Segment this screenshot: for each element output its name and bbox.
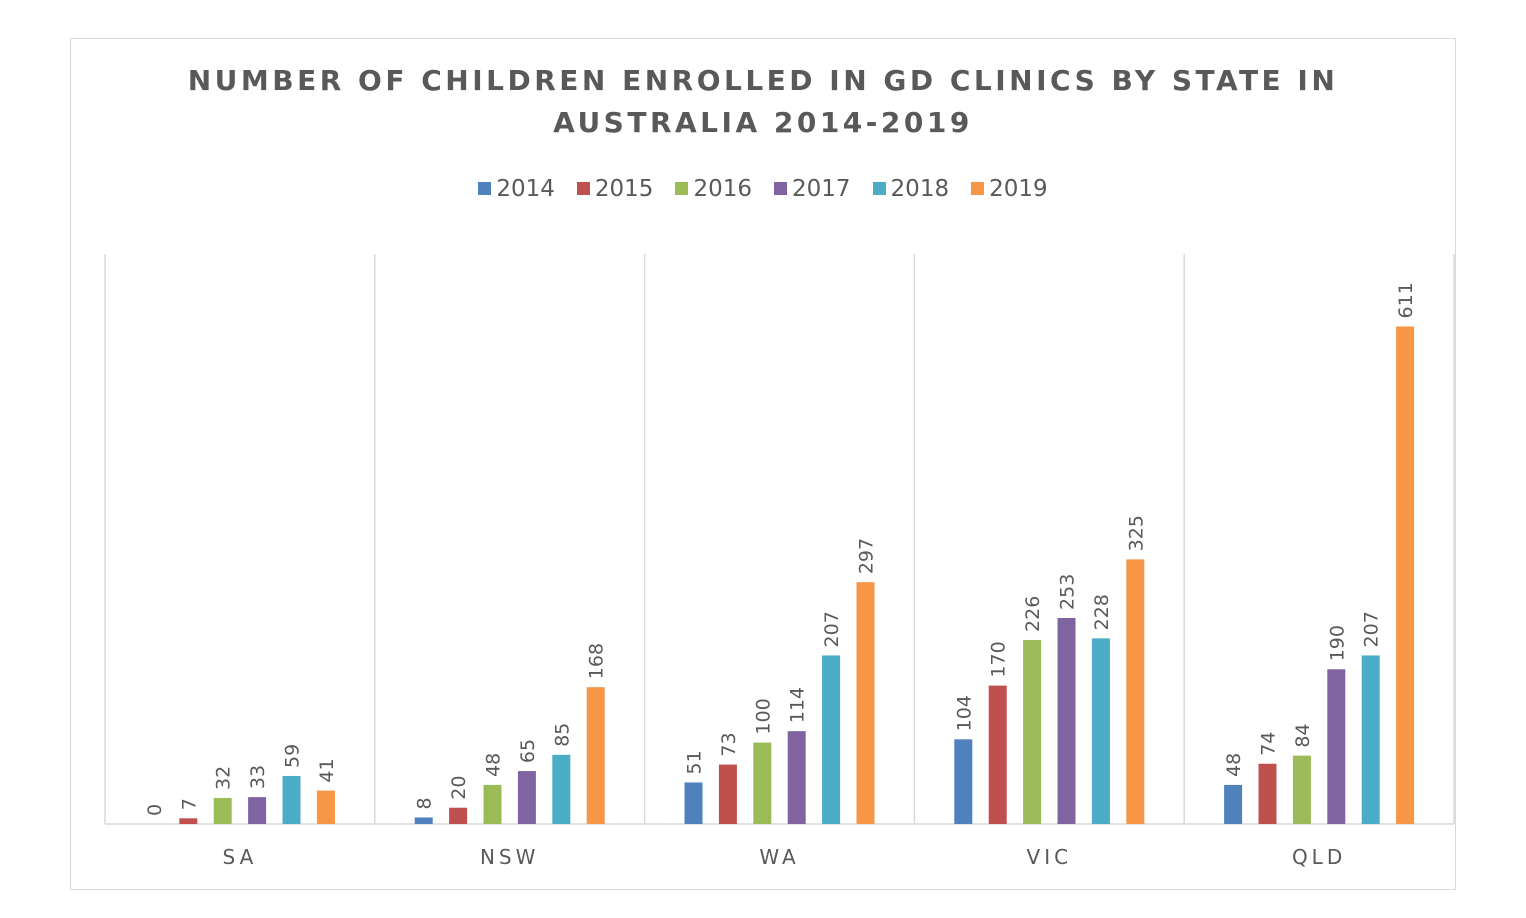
chart-title-line-1: NUMBER OF CHILDREN ENROLLED IN GD CLINIC…	[187, 64, 1339, 97]
data-label: 7	[178, 798, 200, 810]
data-label: 0	[144, 804, 166, 816]
legend-swatch	[872, 182, 886, 195]
data-label: 170	[988, 641, 1010, 677]
data-label: 207	[821, 611, 843, 647]
bar-2018-WA	[822, 655, 841, 824]
data-label: 114	[787, 687, 809, 723]
bar-2018-NSW	[552, 754, 571, 824]
data-label: 48	[1223, 753, 1245, 777]
data-label: 207	[1361, 611, 1383, 647]
data-label: 297	[856, 538, 878, 574]
x-tick-label: QLD	[1292, 845, 1346, 869]
data-label: 168	[586, 643, 608, 679]
data-label: 20	[448, 776, 470, 800]
data-label: 74	[1258, 732, 1280, 756]
legend-item-2018: 2018	[872, 176, 950, 202]
bar-2015-WA	[718, 764, 737, 824]
bar-2018-QLD	[1361, 655, 1380, 824]
bar-2015-VIC	[988, 685, 1007, 824]
bar-2015-NSW	[449, 807, 468, 824]
bar-2017-SA	[248, 797, 267, 824]
x-tick-label: WA	[759, 845, 799, 869]
data-label: 190	[1326, 625, 1348, 661]
x-tick-label: VIC	[1027, 845, 1073, 869]
legend-item-2019: 2019	[971, 176, 1048, 202]
bar-2018-VIC	[1091, 638, 1110, 824]
legend-swatch	[675, 182, 689, 195]
data-label: 253	[1057, 574, 1079, 610]
legend-swatch	[576, 182, 590, 195]
bar-2015-SA	[179, 818, 198, 824]
bar-2016-WA	[753, 742, 772, 824]
data-label: 325	[1125, 515, 1147, 551]
bar-2014-WA	[684, 782, 703, 824]
data-label: 32	[213, 766, 235, 790]
bar-2017-VIC	[1057, 617, 1076, 824]
data-label: 41	[316, 758, 338, 782]
chart-legend: 2014 2015 2016 2017 2018 2019	[0, 176, 1526, 202]
data-label: 85	[551, 723, 573, 747]
legend-label: 2014	[496, 176, 555, 202]
legend-label: 2015	[594, 176, 654, 202]
bar-2019-QLD	[1396, 326, 1415, 824]
bar-2014-QLD	[1224, 784, 1243, 824]
x-tick-label: SA	[223, 845, 258, 869]
legend-item-2017: 2017	[774, 176, 851, 202]
data-label: 48	[483, 753, 505, 777]
x-tick-label: NSW	[480, 845, 539, 869]
bar-2016-QLD	[1292, 755, 1311, 824]
data-label: 65	[517, 739, 539, 763]
legend-swatch	[971, 182, 985, 195]
legend-swatch	[478, 182, 492, 195]
legend-label: 2018	[890, 176, 950, 202]
data-label: 8	[414, 797, 436, 809]
bar-2016-SA	[213, 797, 232, 824]
data-label: 51	[684, 750, 706, 774]
legend-label: 2017	[792, 176, 851, 202]
data-label: 100	[752, 698, 774, 734]
legend-label: 2016	[693, 176, 752, 202]
legend-item-2014: 2014	[478, 176, 555, 202]
data-label: 611	[1395, 282, 1417, 318]
legend-swatch	[774, 182, 787, 195]
bar-2014-NSW	[414, 817, 433, 824]
legend-label: 2019	[989, 176, 1048, 202]
data-label: 228	[1091, 594, 1113, 630]
bar-2017-NSW	[517, 771, 536, 824]
data-label: 104	[953, 695, 975, 731]
data-label: 59	[282, 744, 304, 768]
bar-2015-QLD	[1258, 763, 1277, 824]
bar-2017-QLD	[1327, 669, 1346, 824]
bar-2019-WA	[856, 582, 875, 824]
data-label: 226	[1022, 596, 1044, 632]
bar-2016-NSW	[483, 784, 502, 824]
bar-2014-VIC	[954, 739, 973, 824]
bar-2018-SA	[282, 775, 301, 824]
bar-2019-VIC	[1126, 559, 1145, 824]
legend-item-2016: 2016	[675, 176, 752, 202]
legend-item-2015: 2015	[576, 176, 654, 202]
data-label: 84	[1292, 723, 1314, 747]
bar-2019-SA	[316, 790, 335, 824]
bar-2017-WA	[787, 731, 806, 824]
chart-title-line-2: AUSTRALIA 2014-2019	[553, 106, 973, 139]
data-label: 33	[247, 765, 269, 789]
bar-2019-NSW	[586, 687, 605, 824]
data-label: 73	[718, 732, 740, 756]
bar-2016-VIC	[1023, 639, 1042, 824]
